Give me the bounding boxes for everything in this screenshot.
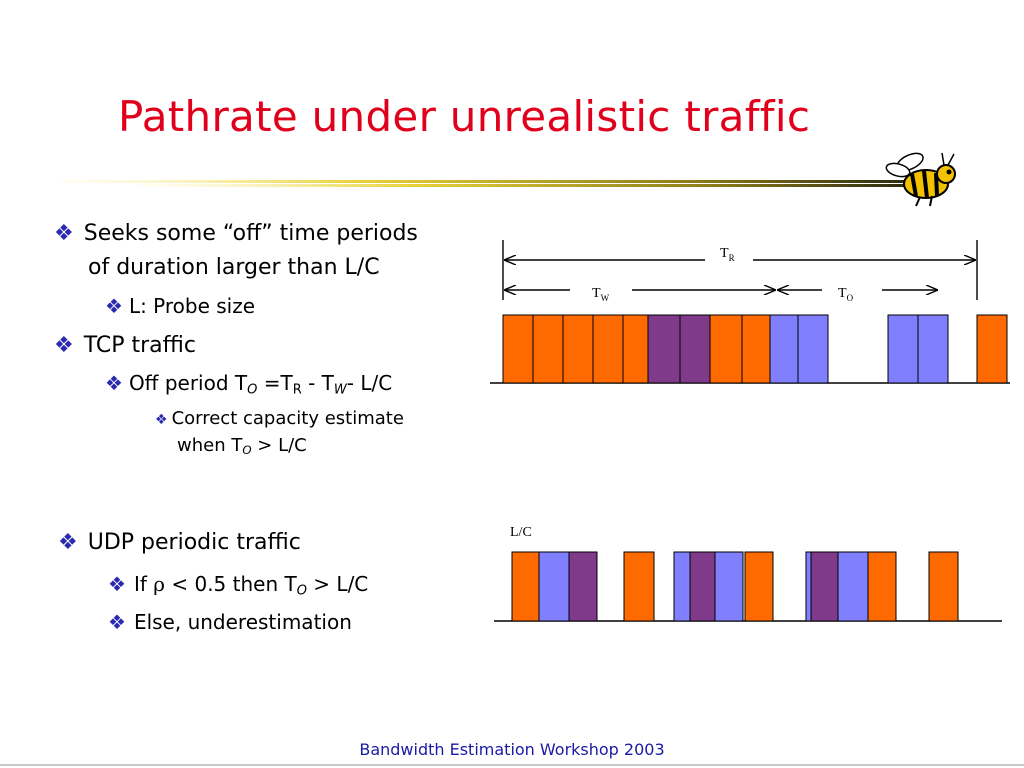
overlap-packet bbox=[679, 314, 711, 384]
overlap-packet bbox=[810, 551, 839, 622]
subsubbullet-when-to: when TO > L/C bbox=[177, 435, 307, 457]
diamond-bullet-icon: ❖ bbox=[155, 412, 168, 428]
slide-title: Pathrate under unrealistic traffic bbox=[118, 92, 811, 141]
tcp-packet bbox=[741, 314, 773, 384]
probe-packet bbox=[917, 314, 949, 384]
lc-label: L/C bbox=[510, 525, 532, 540]
overlap-packet bbox=[647, 314, 681, 384]
tw-label: TW bbox=[592, 286, 610, 303]
udp-packet bbox=[623, 551, 655, 622]
probe-packet bbox=[538, 551, 570, 622]
to-label: TO bbox=[838, 286, 854, 303]
bullet-seeks-line1: Seeks some “off” time periods bbox=[83, 221, 418, 246]
subbullet-off-period: ❖ Off period TO =TR - TW- L/C bbox=[105, 371, 393, 398]
probe-packet bbox=[714, 551, 744, 622]
udp-packet bbox=[511, 551, 540, 622]
diamond-bullet-icon: ❖ bbox=[108, 572, 126, 596]
subbullet-else: ❖ Else, underestimation bbox=[108, 610, 352, 634]
diamond-bullet-icon: ❖ bbox=[58, 530, 78, 555]
diamond-bullet-icon: ❖ bbox=[105, 294, 123, 318]
udp-packet bbox=[744, 551, 774, 622]
udp-traffic-diagram: L/C bbox=[494, 525, 1002, 622]
tcp-packet bbox=[709, 314, 743, 384]
overlap-packet bbox=[568, 551, 598, 622]
udp-packet bbox=[867, 551, 897, 622]
bullet-tcp-traffic: ❖ TCP traffic bbox=[54, 333, 197, 358]
diamond-bullet-icon: ❖ bbox=[108, 610, 126, 634]
udp-packet bbox=[928, 551, 959, 622]
bullet-udp-periodic: ❖ UDP periodic traffic bbox=[58, 530, 301, 555]
subsubbullet-correct-capacity: ❖ Correct capacity estimate bbox=[155, 408, 404, 429]
probe-packet bbox=[837, 551, 869, 622]
tcp-packet bbox=[502, 314, 534, 384]
tr-label: TR bbox=[720, 246, 735, 263]
subbullet-if-rho: ❖ If ρ < 0.5 then TO > L/C bbox=[108, 572, 369, 599]
probe-packet bbox=[797, 314, 829, 384]
slide-footer: Bandwidth Estimation Workshop 2003 bbox=[359, 740, 665, 759]
tcp-packet bbox=[532, 314, 564, 384]
footer-divider bbox=[0, 764, 1024, 766]
diamond-bullet-icon: ❖ bbox=[105, 371, 123, 395]
bee-mascot-icon bbox=[885, 152, 956, 207]
probe-packet bbox=[887, 314, 919, 384]
bullet-seeks-line2: of duration larger than L/C bbox=[88, 255, 380, 280]
tcp-packet bbox=[592, 314, 624, 384]
title-underline bbox=[60, 180, 910, 187]
tcp-traffic-diagram: TR TW TO bbox=[490, 240, 1010, 384]
diamond-bullet-icon: ❖ bbox=[54, 333, 74, 358]
tcp-packet bbox=[976, 314, 1008, 384]
overlap-packet bbox=[689, 551, 716, 622]
diamond-bullet-icon: ❖ bbox=[54, 221, 74, 246]
bullet-seeks: ❖ Seeks some “off” time periods bbox=[54, 221, 418, 246]
probe-packet bbox=[769, 314, 799, 384]
tcp-packet bbox=[562, 314, 594, 384]
subbullet-probe-size: ❖ L: Probe size bbox=[105, 294, 256, 318]
